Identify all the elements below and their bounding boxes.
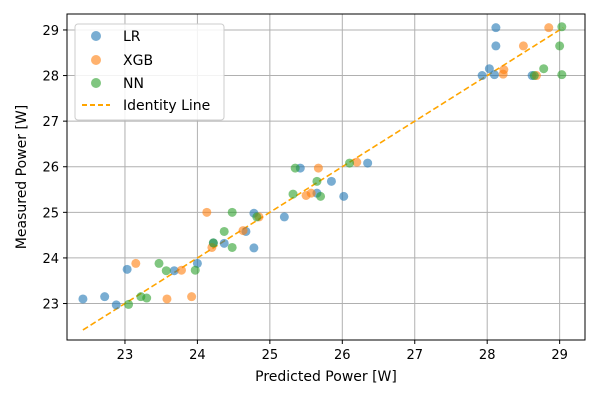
data-point-nn (227, 207, 237, 217)
data-point-lr (219, 238, 229, 248)
data-point-lr (111, 300, 121, 310)
y-tick-label: 23 (42, 298, 59, 313)
data-point-xgb (544, 23, 554, 33)
data-points (78, 22, 567, 310)
x-tick-label: 23 (117, 348, 134, 363)
data-point-lr (169, 266, 179, 276)
data-point-lr (491, 23, 501, 33)
y-axis-ticks: 23 24 25 26 27 28 29 (42, 24, 67, 313)
data-point-nn (555, 41, 565, 51)
data-point-lr (363, 158, 373, 168)
x-tick-label: 25 (262, 348, 279, 363)
x-tick-label: 26 (334, 348, 351, 363)
data-point-xgb (131, 258, 141, 268)
data-point-xgb (187, 292, 197, 302)
legend-marker-xgb (91, 55, 101, 65)
legend-marker-nn (91, 78, 101, 88)
legend-label-lr: LR (123, 29, 141, 45)
legend-label-nn: NN (123, 76, 144, 92)
legend-label-identity-line: Identity Line (123, 98, 210, 114)
data-point-nn (161, 266, 171, 276)
data-point-xgb (499, 65, 509, 75)
data-point-lr (78, 294, 88, 304)
data-point-lr (100, 292, 110, 302)
data-point-nn (252, 212, 262, 222)
x-tick-label: 24 (189, 348, 206, 363)
x-tick-label: 28 (479, 348, 496, 363)
legend-box (74, 23, 225, 121)
data-point-xgb (306, 188, 316, 198)
data-point-nn (312, 176, 322, 186)
plot-frame (66, 13, 586, 341)
y-axis-label: Measured Power [W] (14, 105, 30, 249)
data-point-lr (484, 64, 494, 74)
data-point-nn (142, 293, 152, 303)
data-point-lr (192, 258, 202, 268)
data-point-nn (288, 189, 298, 199)
x-axis-ticks: 23 24 25 26 27 28 29 (117, 340, 568, 363)
x-tick-label: 27 (406, 348, 423, 363)
data-point-nn (208, 238, 218, 248)
data-point-xgb (238, 226, 248, 236)
data-point-lr (491, 41, 501, 51)
data-point-lr (122, 264, 132, 274)
data-point-lr (339, 191, 349, 201)
data-point-lr (477, 71, 487, 81)
grid-lines (67, 14, 585, 340)
data-point-nn (227, 242, 237, 252)
legend-marker-lr (91, 31, 101, 41)
y-tick-label: 29 (42, 24, 59, 39)
data-point-nn (316, 191, 326, 201)
data-point-nn (539, 64, 549, 74)
data-point-nn (190, 265, 200, 275)
data-point-xgb (202, 207, 212, 217)
legend-label-xgb: XGB (123, 53, 153, 69)
data-point-xgb (352, 157, 362, 167)
data-point-lr (326, 176, 336, 186)
data-point-lr (489, 70, 499, 80)
data-point-nn (345, 158, 355, 168)
data-point-nn (219, 226, 229, 236)
y-tick-label: 27 (42, 115, 59, 130)
y-tick-label: 24 (42, 252, 59, 267)
legend: LR XGB NN Identity Line (74, 23, 225, 121)
data-point-nn (124, 299, 134, 309)
data-point-nn (557, 70, 567, 80)
y-tick-label: 28 (42, 70, 59, 85)
y-tick-label: 25 (42, 206, 59, 221)
data-point-xgb (313, 163, 323, 173)
data-point-lr (249, 243, 259, 253)
data-point-xgb (518, 41, 528, 51)
data-point-nn (290, 163, 300, 173)
data-point-xgb (176, 265, 186, 275)
data-point-nn (154, 258, 164, 268)
data-point-lr (279, 212, 289, 222)
x-tick-label: 29 (551, 348, 568, 363)
data-point-nn (529, 71, 539, 81)
x-axis-label: Predicted Power [W] (255, 369, 397, 385)
y-tick-label: 26 (42, 161, 59, 176)
data-point-nn (557, 22, 567, 32)
data-point-xgb (162, 294, 172, 304)
